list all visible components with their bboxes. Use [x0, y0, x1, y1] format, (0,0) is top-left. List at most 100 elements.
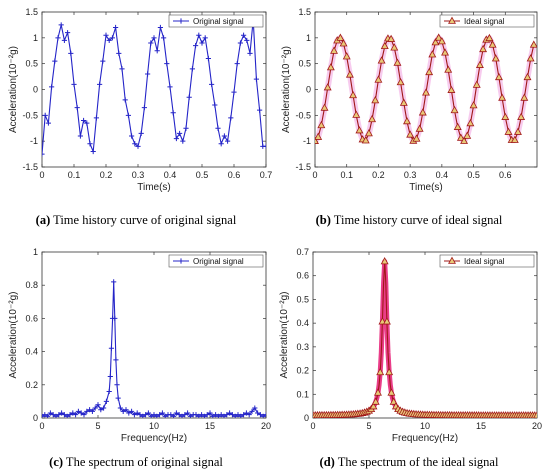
y-tick-label: 0.6: [25, 313, 38, 323]
data-point: [247, 50, 253, 56]
data-point: [244, 37, 250, 44]
data-point: [255, 410, 261, 416]
data-point: [47, 410, 53, 416]
data-point: [49, 84, 55, 90]
y-tick-label: 1: [306, 33, 311, 43]
data-point: [463, 131, 472, 139]
data-point: [131, 412, 137, 418]
chart-panel-c: 0 5 10 15 20 0 0.2 0.4 0.6 0.8 1 Frequency(Hz) Accel…: [8, 247, 271, 469]
data-point: [52, 58, 58, 64]
y-tick-label: 0.1: [296, 389, 309, 399]
data-point: [369, 402, 378, 410]
data-point: [510, 135, 519, 143]
data-point: [315, 132, 323, 140]
data-point: [475, 60, 484, 68]
data-point: [119, 66, 125, 72]
data-point: [260, 413, 266, 418]
data-point: [109, 35, 115, 41]
data-point: [523, 72, 532, 81]
legend-label: Ideal signal: [464, 17, 505, 26]
data-point: [173, 135, 179, 142]
data-point: [56, 412, 62, 418]
legend: Original signal: [168, 14, 264, 28]
data-point: [238, 413, 244, 418]
data-point: [218, 141, 224, 147]
data-point: [204, 412, 210, 418]
data-point: [207, 410, 213, 416]
data-point: [180, 138, 186, 144]
legend-label: Original signal: [193, 257, 244, 266]
data-point: [387, 388, 396, 396]
data-point: [221, 133, 227, 139]
data-point: [108, 345, 115, 351]
panel-caption: (a) Time history curve of original signa…: [36, 213, 237, 227]
data-point: [151, 412, 157, 418]
data-point: [456, 133, 465, 141]
data-point: [494, 72, 503, 81]
x-tick-label: 0: [310, 421, 315, 431]
data-point: [444, 65, 453, 73]
data-point: [460, 136, 469, 144]
data-point: [106, 388, 112, 395]
data-point: [336, 33, 345, 41]
x-tick-label: 0.6: [228, 170, 241, 180]
data-point: [182, 412, 188, 418]
x-tick-label: 0: [312, 170, 317, 180]
data-point: [115, 395, 121, 401]
series-line: [313, 261, 537, 417]
data-point: [330, 46, 339, 54]
data-point: [520, 93, 529, 101]
data-point: [355, 126, 364, 134]
data-point: [45, 413, 51, 418]
data-point: [213, 412, 219, 418]
data-point: [196, 413, 202, 418]
data-point: [526, 54, 535, 62]
legend-box: [168, 254, 264, 268]
data-point: [164, 61, 170, 67]
data-point: [168, 412, 174, 418]
data-point: [183, 125, 189, 131]
data-point: [50, 412, 56, 418]
series-0: [313, 257, 537, 418]
data-point: [55, 35, 61, 41]
data-point: [126, 410, 132, 416]
y-tick-label: 0.6: [296, 271, 309, 281]
data-point: [263, 412, 266, 418]
caption-text: The spectrum of original signal: [63, 455, 223, 469]
y-tick-label: 0: [33, 413, 38, 423]
data-point: [479, 44, 488, 53]
x-axis-label: Time(s): [137, 182, 171, 193]
data-point: [469, 101, 478, 109]
data-point: [170, 110, 176, 116]
data-point: [377, 56, 386, 64]
panel-caption: (d) The spectrum of the ideal signal: [320, 455, 499, 469]
data-point: [73, 412, 79, 418]
data-point: [171, 413, 177, 418]
x-tick-label: 20: [532, 421, 542, 431]
data-point: [210, 413, 216, 418]
data-point: [339, 39, 348, 47]
panel-caption: (b) Time history curve of ideal signal: [316, 213, 503, 227]
data-point: [447, 85, 456, 93]
data-point: [75, 408, 81, 414]
data-point: [154, 413, 160, 418]
data-point: [232, 413, 238, 418]
x-tick-label: 0.2: [372, 170, 385, 180]
data-point: [385, 367, 394, 376]
data-point: [116, 50, 122, 56]
axes-box: [312, 251, 538, 419]
y-tick-label: 0.5: [298, 59, 311, 69]
data-point: [90, 148, 96, 155]
data-point: [368, 114, 377, 123]
y-tick-label: 1: [33, 247, 38, 257]
y-tick-label: 0.5: [296, 294, 309, 304]
data-point: [97, 81, 103, 87]
data-point: [129, 133, 135, 139]
data-point: [98, 407, 104, 413]
data-point: [129, 408, 135, 414]
series-line: [42, 281, 266, 418]
series-line: [315, 36, 535, 142]
data-point: [374, 75, 383, 83]
data-point: [422, 88, 430, 96]
data-point: [70, 410, 76, 416]
